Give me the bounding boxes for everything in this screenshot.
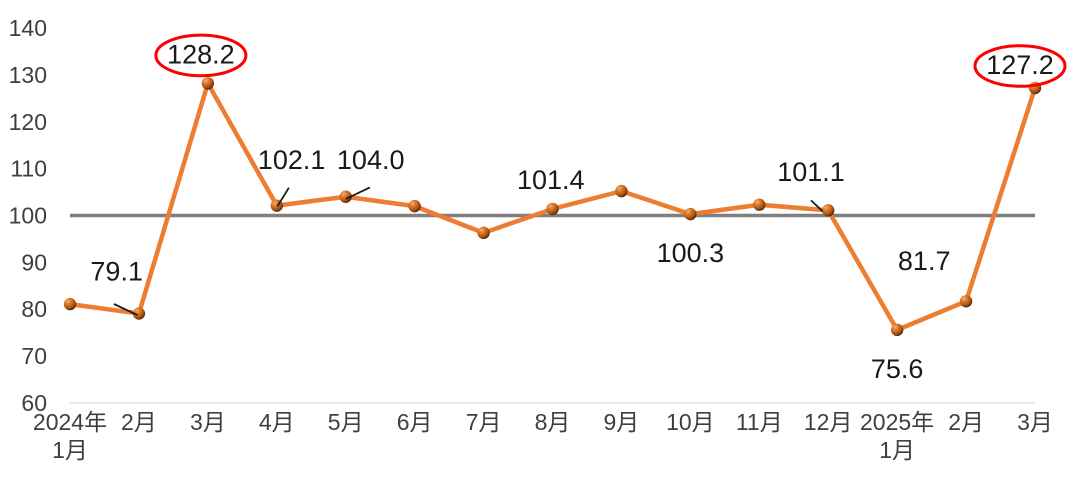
svg-text:6月: 6月 [397, 409, 433, 435]
svg-text:1月: 1月 [52, 437, 88, 463]
svg-text:3月: 3月 [190, 409, 226, 435]
svg-text:110: 110 [10, 156, 47, 182]
svg-text:1月: 1月 [879, 437, 915, 463]
svg-text:79.1: 79.1 [90, 256, 143, 286]
svg-text:70: 70 [21, 343, 47, 369]
svg-text:127.2: 127.2 [986, 50, 1054, 80]
svg-text:128.2: 128.2 [167, 39, 235, 69]
svg-text:104.0: 104.0 [337, 145, 405, 175]
svg-text:2024年: 2024年 [33, 409, 107, 435]
svg-text:101.4: 101.4 [517, 165, 585, 195]
svg-text:5月: 5月 [328, 409, 364, 435]
svg-text:100: 100 [9, 203, 47, 229]
svg-text:81.7: 81.7 [898, 246, 951, 276]
svg-text:130: 130 [9, 62, 47, 88]
svg-text:102.1: 102.1 [258, 145, 326, 175]
svg-text:4月: 4月 [259, 409, 295, 435]
svg-text:8月: 8月 [535, 409, 571, 435]
svg-text:2月: 2月 [121, 409, 157, 435]
svg-text:80: 80 [21, 296, 47, 322]
svg-text:3月: 3月 [1017, 409, 1053, 435]
svg-text:7月: 7月 [466, 409, 502, 435]
svg-text:12月: 12月 [804, 409, 853, 435]
svg-text:100.3: 100.3 [657, 238, 725, 268]
svg-text:140: 140 [9, 15, 47, 41]
svg-text:75.6: 75.6 [871, 354, 924, 384]
svg-text:9月: 9月 [604, 409, 640, 435]
svg-text:2025年: 2025年 [860, 409, 934, 435]
svg-text:120: 120 [9, 109, 47, 135]
svg-text:10月: 10月 [666, 409, 715, 435]
svg-text:101.1: 101.1 [777, 157, 845, 187]
svg-text:90: 90 [21, 249, 47, 275]
svg-text:11月: 11月 [736, 409, 783, 435]
svg-text:2月: 2月 [948, 409, 984, 435]
